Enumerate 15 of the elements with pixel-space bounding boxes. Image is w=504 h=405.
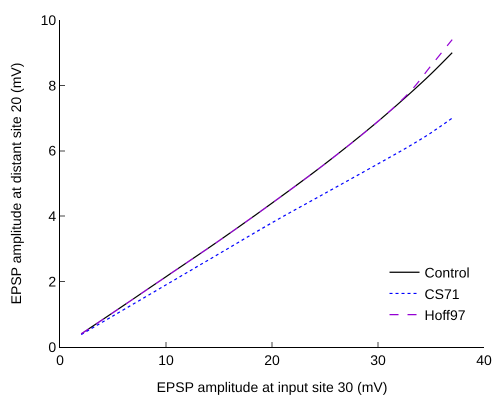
legend-label: Hoff97 [424,307,466,324]
y-tick-label: 6 [48,142,56,159]
x-tick-label: 20 [264,352,280,368]
x-tick-label: 10 [158,352,174,368]
y-tick-label: 0 [48,338,56,355]
x-tick-label: 30 [370,352,386,368]
y-tick-label: 8 [48,77,56,94]
y-tick-label: 10 [40,12,56,28]
x-tick-label: 40 [476,352,492,368]
y-tick-label: 2 [48,274,56,290]
x-axis-title: EPSP amplitude at input site 30 (mV) [156,379,388,396]
y-axis-title: EPSP amplitude at distant site 20 (mV) [8,62,24,304]
legend-label: Control [424,264,470,281]
y-tick-label: 4 [48,208,56,224]
legend-label: CS71 [424,286,460,302]
